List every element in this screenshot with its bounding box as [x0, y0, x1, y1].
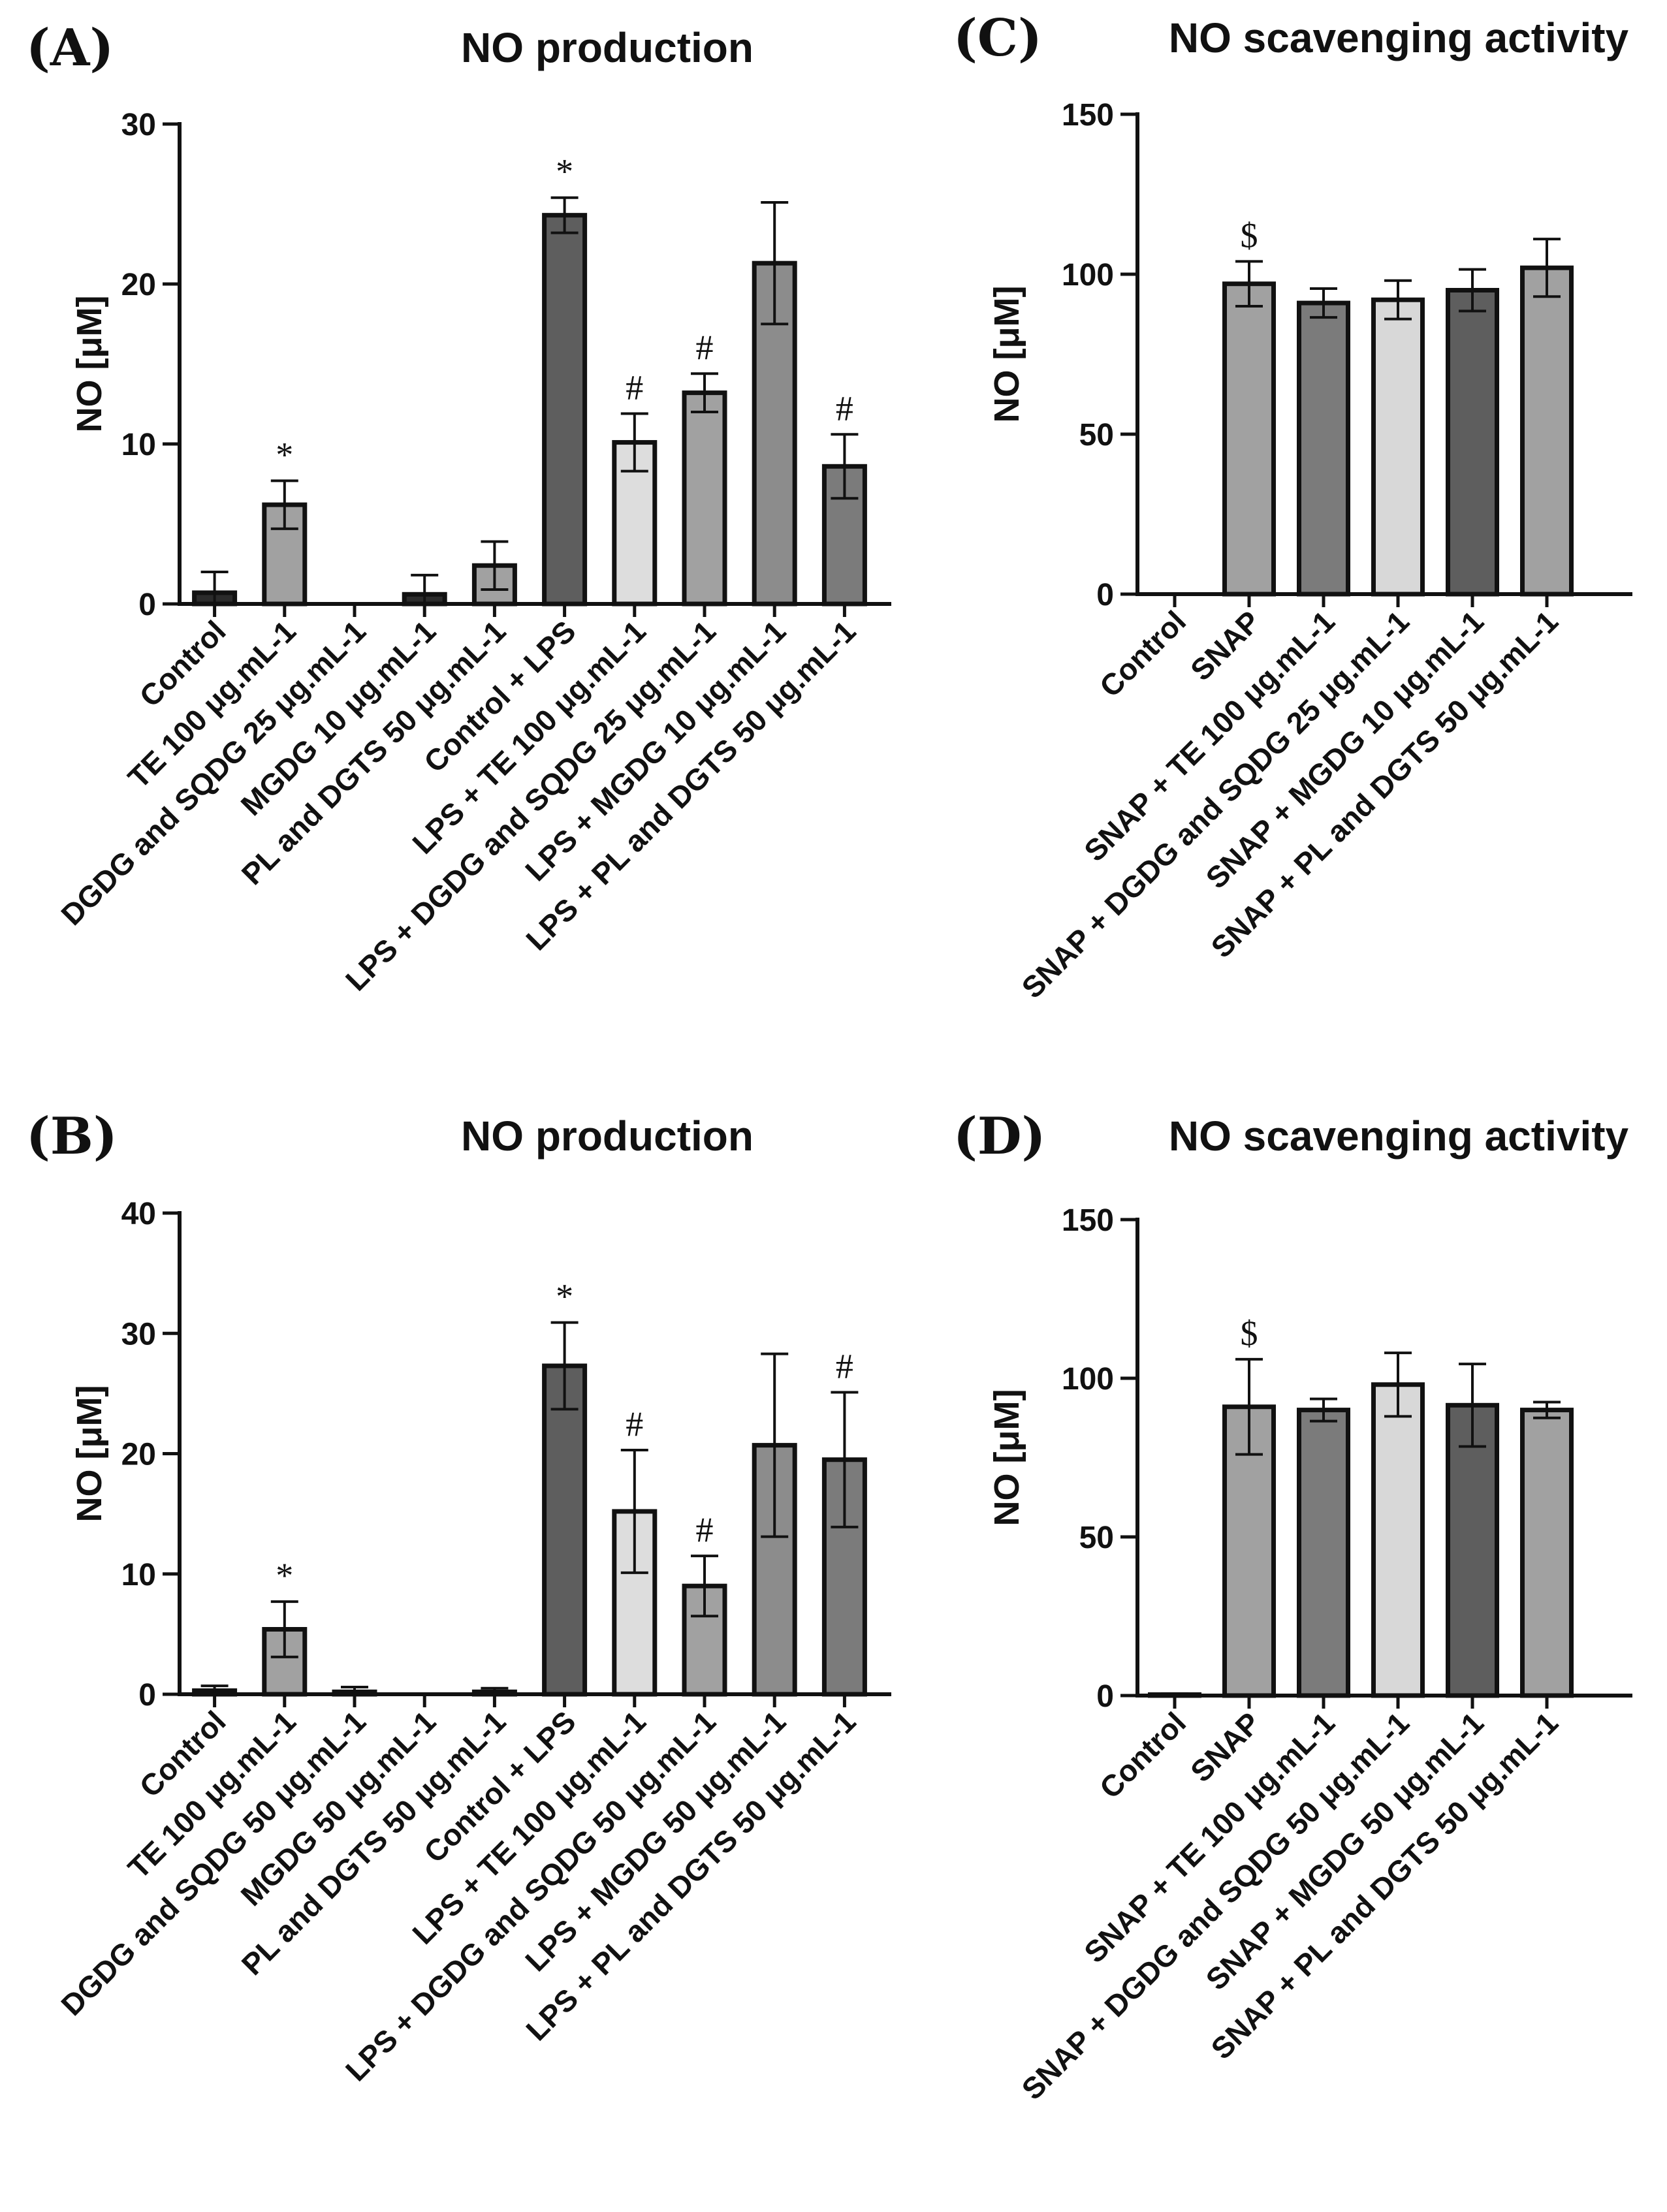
y-tick-label: 20: [121, 1438, 156, 1472]
x-tick-label: DGDG and SQDG 25 μg.mL-1: [54, 614, 372, 932]
bar: [1520, 265, 1574, 597]
bar: [1297, 300, 1350, 597]
y-axis-label: NO [μM]: [987, 286, 1026, 423]
chart-title: NO production: [461, 1113, 754, 1160]
y-axis-label: NO [μM]: [987, 1389, 1026, 1526]
chart-title: NO production: [461, 24, 754, 71]
significance-marker: *: [556, 152, 573, 191]
y-tick-label: 30: [121, 1317, 156, 1351]
y-tick-label: 0: [1096, 578, 1114, 612]
significance-marker: #: [626, 368, 643, 407]
chart-panel-3: (C) NO scavenging activity NO [μM] 0 50 100 15…: [953, 8, 1632, 1005]
bar: [1371, 297, 1425, 597]
significance-marker: #: [836, 1347, 853, 1386]
significance-marker: #: [696, 328, 714, 367]
panel-label: (A): [26, 18, 114, 78]
chart-title: NO scavenging activity: [1169, 14, 1629, 61]
bar: [1520, 1408, 1574, 1698]
y-tick-label: 150: [1062, 98, 1114, 133]
bar: [542, 1363, 588, 1697]
chart-panel-4: (D) NO scavenging activity NO [μM] 0 50 100 15…: [953, 1107, 1632, 2106]
significance-marker: *: [276, 1556, 293, 1595]
y-tick-label: 150: [1062, 1203, 1114, 1238]
bar: [542, 213, 588, 607]
significance-marker: *: [556, 1277, 573, 1316]
y-tick-label: 0: [138, 588, 156, 622]
panel-label: (D): [953, 1107, 1045, 1166]
panel-label: (C): [953, 8, 1042, 68]
y-tick-label: 10: [121, 1558, 156, 1592]
y-tick-label: 30: [121, 108, 156, 142]
y-tick-label: 20: [121, 268, 156, 302]
x-tick-label: Control: [1093, 1705, 1192, 1805]
bar: [1371, 1382, 1425, 1698]
y-tick-label: 100: [1062, 258, 1114, 292]
bar: [1222, 281, 1276, 597]
significance-marker: *: [276, 435, 293, 474]
y-tick-label: 10: [121, 428, 156, 462]
y-tick-label: 50: [1079, 1521, 1114, 1555]
y-tick-label: 0: [1096, 1679, 1114, 1714]
y-tick-label: 40: [121, 1197, 156, 1231]
significance-marker: $: [1241, 215, 1258, 255]
y-tick-label: 0: [138, 1678, 156, 1713]
bar: [821, 1457, 867, 1697]
panel-label: (B): [26, 1107, 118, 1166]
x-tick-label: Control: [1093, 604, 1192, 703]
y-tick-label: 50: [1079, 418, 1114, 452]
bar: [1446, 288, 1499, 597]
x-tick-label: DGDG and SQDG 50 μg.mL-1: [54, 1704, 372, 2022]
bar: [682, 390, 727, 607]
bar: [1297, 1408, 1350, 1698]
significance-marker: #: [626, 1404, 643, 1444]
significance-marker: $: [1241, 1314, 1258, 1353]
bar: [1446, 1402, 1499, 1698]
chart-title: NO scavenging activity: [1169, 1113, 1629, 1160]
significance-marker: #: [836, 388, 853, 428]
y-axis-label: NO [μM]: [70, 1385, 109, 1523]
y-tick-label: 100: [1062, 1362, 1114, 1397]
y-axis-label: NO [μM]: [70, 296, 109, 433]
significance-marker: #: [696, 1510, 714, 1549]
